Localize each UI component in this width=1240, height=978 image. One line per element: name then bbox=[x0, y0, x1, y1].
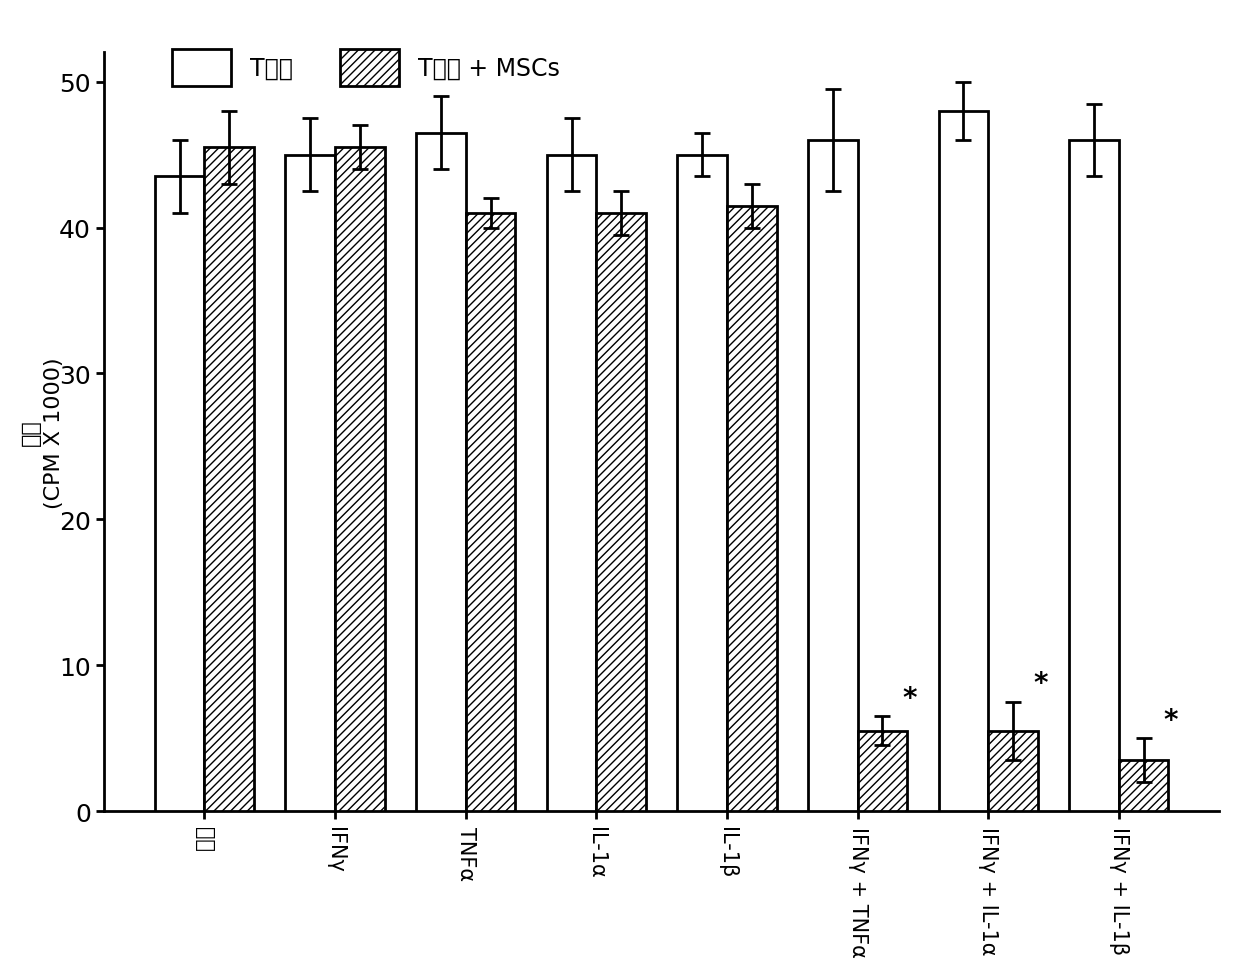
Bar bbox=[466, 214, 516, 811]
Bar bbox=[677, 156, 727, 811]
Bar bbox=[285, 156, 335, 811]
Bar bbox=[417, 134, 466, 811]
Bar bbox=[155, 177, 205, 811]
Y-axis label: 增殖
(CPM X 1000): 增殖 (CPM X 1000) bbox=[21, 357, 64, 508]
Text: *: * bbox=[1163, 706, 1178, 734]
Bar bbox=[205, 148, 254, 811]
Text: *: * bbox=[1033, 670, 1048, 697]
Bar bbox=[988, 731, 1038, 811]
Bar bbox=[808, 141, 858, 811]
Bar bbox=[335, 148, 384, 811]
Bar bbox=[547, 156, 596, 811]
Bar bbox=[727, 206, 776, 811]
Bar bbox=[858, 731, 908, 811]
Bar bbox=[939, 111, 988, 811]
Bar bbox=[1118, 760, 1168, 811]
Bar bbox=[596, 214, 646, 811]
Legend: T细胞, T细胞 + MSCs: T细胞, T细胞 + MSCs bbox=[171, 50, 559, 86]
Bar bbox=[1069, 141, 1118, 811]
Text: *: * bbox=[903, 685, 916, 712]
